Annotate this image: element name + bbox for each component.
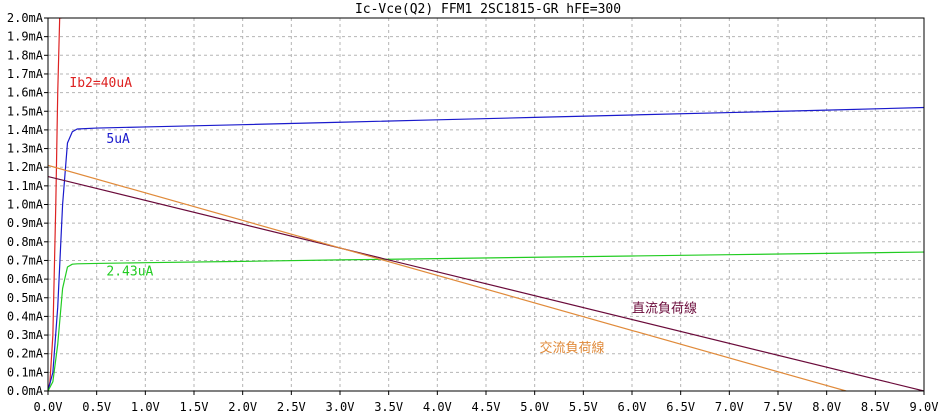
x-tick-label: 6.0V xyxy=(618,400,647,414)
plot-frame xyxy=(47,17,925,392)
y-tick-label: 1.6mA xyxy=(7,86,44,100)
series-layer xyxy=(48,18,924,391)
annotation-label-0: Ib2=40uA xyxy=(69,76,132,91)
chart-title: Ic-Vce(Q2) FFM1 2SC1815-GR hFE=300 xyxy=(355,2,621,17)
y-tick-label: 1.7mA xyxy=(7,67,44,81)
x-tick-label: 3.5V xyxy=(374,400,403,414)
y-tick-label: 2.0mA xyxy=(7,11,44,25)
tick-layer: 0.0V 0.5V 1.0V 1.5V 2.0V 2.5V 3.0V 3.5V 4.0V 4.5V… xyxy=(7,11,939,414)
y-tick-label: 1.9mA xyxy=(7,30,44,44)
series-line-3 xyxy=(48,175,924,391)
y-tick-label: 1.4mA xyxy=(7,123,44,137)
x-tick-label: 9.0V xyxy=(910,400,939,414)
series-line-1 xyxy=(48,106,924,391)
y-tick-label: 0.9mA xyxy=(7,216,44,230)
x-tick-label: 1.0V xyxy=(131,400,160,414)
y-tick-label: 0.6mA xyxy=(7,272,44,286)
annotation-label-3: 直流負荷線 xyxy=(632,301,697,317)
y-tick-label: 0.4mA xyxy=(7,309,44,323)
y-tick-label: 1.3mA xyxy=(7,142,44,156)
x-tick-label: 5.0V xyxy=(520,400,549,414)
y-tick-label: 0.7mA xyxy=(7,253,44,267)
x-tick-label: 2.5V xyxy=(277,400,306,414)
y-tick-label: 0.5mA xyxy=(7,291,44,305)
x-tick-label: 5.5V xyxy=(569,400,598,414)
annotation-label-1: 5uA xyxy=(106,132,130,147)
x-tick-label: 4.5V xyxy=(472,400,501,414)
x-tick-label: 8.0V xyxy=(812,400,841,414)
y-tick-label: 1.2mA xyxy=(7,160,44,174)
series-line-2 xyxy=(48,251,924,391)
series-line-4 xyxy=(48,164,847,391)
annotation-label-2: 2.43uA xyxy=(106,264,153,279)
x-tick-label: 0.5V xyxy=(82,400,111,414)
grid-layer xyxy=(48,18,924,391)
y-tick-label: 1.1mA xyxy=(7,179,44,193)
x-tick-label: 2.0V xyxy=(228,400,257,414)
y-tick-label: 0.8mA xyxy=(7,235,44,249)
y-tick-label: 0.2mA xyxy=(7,347,44,361)
x-tick-label: 0.0V xyxy=(34,400,63,414)
x-tick-label: 6.5V xyxy=(666,400,695,414)
y-tick-label: 0.1mA xyxy=(7,365,44,379)
annotation-label-4: 交流負荷線 xyxy=(540,340,605,356)
x-tick-label: 8.5V xyxy=(861,400,890,414)
y-tick-label: 0.3mA xyxy=(7,328,44,342)
x-tick-label: 7.5V xyxy=(764,400,793,414)
y-tick-label: 1.0mA xyxy=(7,198,44,212)
x-tick-label: 1.5V xyxy=(180,400,209,414)
x-tick-label: 4.0V xyxy=(423,400,452,414)
y-tick-label: 0.0mA xyxy=(7,384,44,398)
y-tick-label: 1.5mA xyxy=(7,104,44,118)
x-tick-label: 3.0V xyxy=(326,400,355,414)
y-tick-label: 1.8mA xyxy=(7,48,44,62)
x-tick-label: 7.0V xyxy=(715,400,744,414)
